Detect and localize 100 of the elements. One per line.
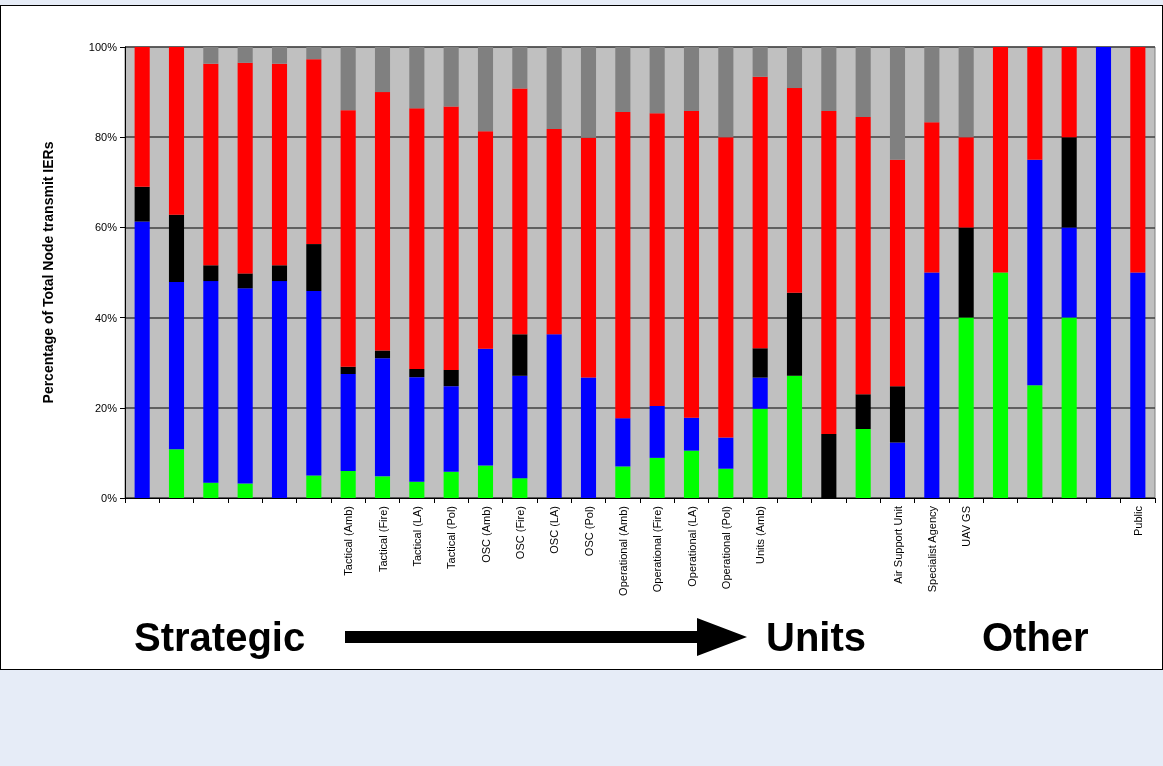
bar (409, 108, 425, 370)
bar (203, 265, 219, 282)
bar (786, 375, 803, 498)
bar (580, 137, 597, 378)
bar (1061, 227, 1077, 318)
bar (889, 442, 906, 498)
bar (306, 244, 322, 291)
bar (512, 88, 528, 335)
x-tick-label: OSC (Fire) (513, 506, 526, 560)
x-tick-label: Operational (Pol) (719, 506, 732, 590)
bar (615, 466, 631, 498)
x-tick-label: OSC (LA) (548, 506, 561, 554)
bar (340, 110, 356, 367)
bar (512, 375, 528, 479)
bar (546, 129, 562, 335)
x-tick-label: Operational (Fire) (651, 506, 664, 593)
bar (340, 366, 356, 374)
bar (1095, 47, 1112, 498)
bar (168, 281, 185, 450)
bar (786, 88, 803, 293)
bar (752, 76, 768, 349)
bar (855, 429, 871, 498)
x-tick-label: Tactical (Amb) (342, 506, 355, 576)
y-tick-label: 60% (94, 221, 118, 234)
x-tick-label: Specialist Agency (925, 505, 938, 593)
bar (203, 281, 219, 483)
bar (718, 437, 734, 469)
bar (477, 465, 494, 498)
bar (237, 273, 253, 289)
bar (1027, 47, 1043, 160)
y-tick-label: 20% (94, 401, 118, 414)
bar (992, 47, 1009, 273)
bar (889, 386, 906, 443)
y-axis-title: Percentage of Total Node transmit IERs (40, 141, 56, 404)
text: Other (978, 612, 1093, 662)
bar (1061, 137, 1077, 228)
bar (821, 111, 837, 434)
x-tick-label: OSC (Amb) (479, 506, 492, 563)
bar (271, 63, 288, 266)
bar (1061, 317, 1077, 498)
bar (443, 386, 459, 472)
bar (752, 348, 768, 378)
text: Units (762, 612, 870, 662)
bar (718, 137, 734, 438)
bar (615, 111, 631, 419)
bar (649, 457, 665, 498)
bar (958, 137, 974, 228)
bar (855, 116, 871, 395)
bar (924, 122, 940, 273)
x-tick-label: UAV GS (960, 506, 973, 547)
y-tick-label: 40% (94, 311, 118, 324)
bar (306, 290, 322, 476)
bar (683, 417, 700, 451)
y-tick-label: 80% (94, 131, 118, 144)
bar (306, 59, 322, 245)
bar (271, 265, 288, 282)
x-tick-label: Units (Amb) (754, 506, 767, 565)
bar (340, 373, 356, 471)
bar (1130, 272, 1146, 498)
bar (512, 334, 528, 376)
bar (855, 394, 871, 429)
bar (477, 131, 494, 349)
bar (786, 292, 803, 376)
x-tick-label: Air Support Unit (891, 506, 904, 584)
bar (992, 272, 1009, 498)
bar (168, 449, 185, 498)
bar (168, 47, 185, 215)
bar (443, 106, 459, 370)
bar (580, 377, 597, 498)
bar (203, 482, 219, 498)
bar (134, 221, 150, 498)
bar (1061, 47, 1077, 138)
bar (134, 47, 150, 187)
bar (615, 418, 631, 467)
bar (374, 350, 391, 359)
x-tick-label: Tactical (Fire) (376, 506, 389, 573)
bar (271, 281, 288, 498)
bar (443, 471, 459, 498)
x-tick-label: Operational (Amb) (616, 506, 629, 596)
x-tick-label: Tactical (LA) (410, 506, 423, 567)
bar (237, 288, 253, 484)
bar (203, 63, 219, 266)
x-tick-label: Public (1131, 505, 1144, 536)
bar (649, 113, 665, 406)
bar (477, 348, 494, 466)
bar (1027, 385, 1043, 498)
text: Strategic (130, 612, 310, 662)
bar (889, 159, 906, 387)
bar (683, 111, 700, 418)
bar (134, 186, 150, 222)
x-tick-label: Operational (LA) (685, 506, 698, 587)
bar (924, 272, 940, 498)
bar (1027, 159, 1043, 386)
bar (649, 406, 665, 458)
y-tick-label: 100% (88, 41, 118, 53)
bar (958, 227, 974, 318)
bar (237, 62, 253, 274)
bar (409, 377, 425, 482)
bar (340, 470, 356, 498)
x-tick-label: OSC (Pol) (582, 506, 595, 557)
